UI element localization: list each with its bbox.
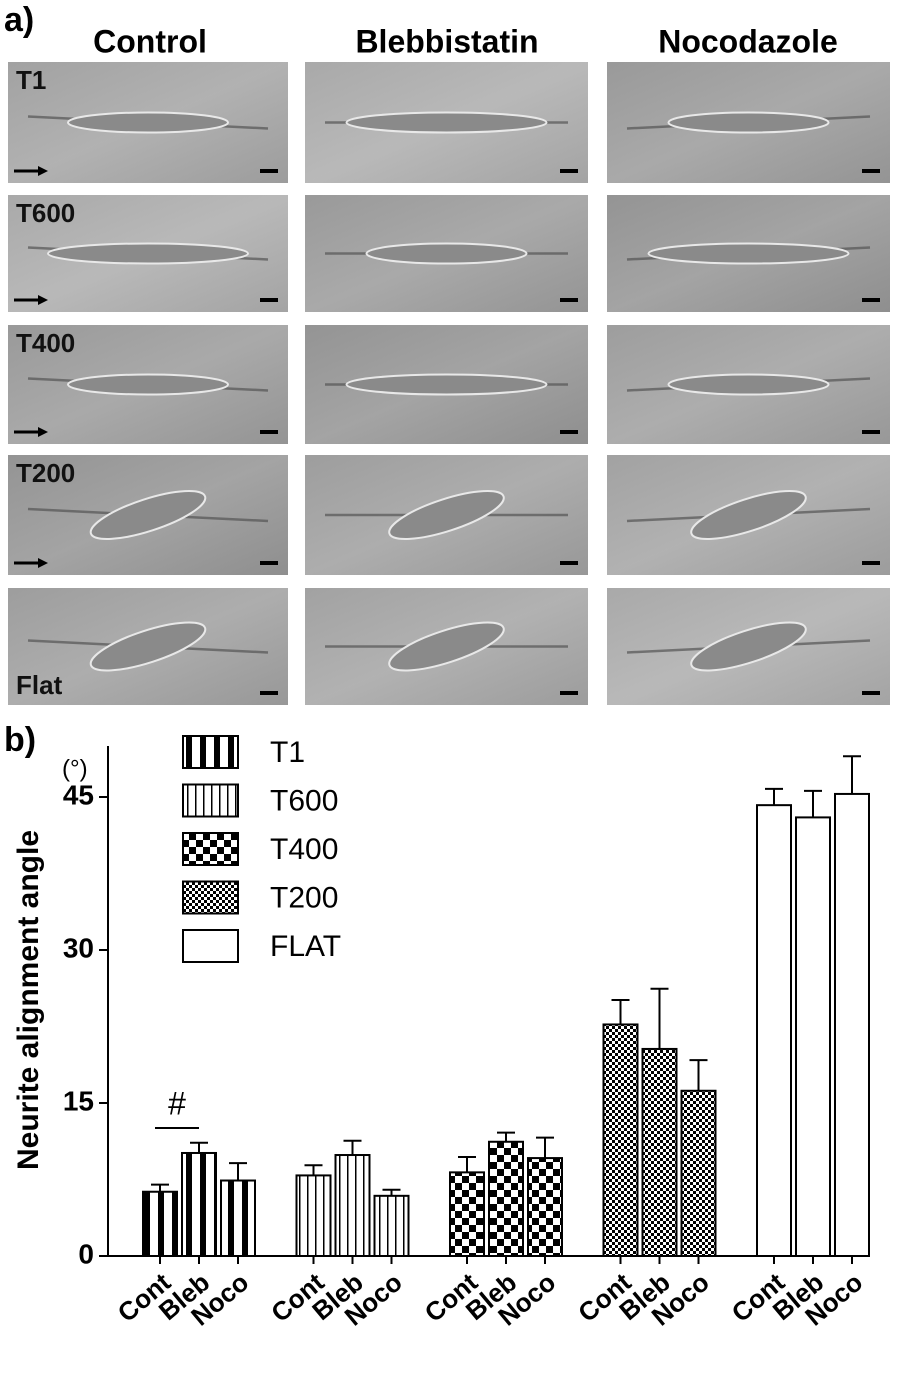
bar [834, 792, 870, 1257]
row-label: Flat [16, 670, 63, 700]
bar [220, 1179, 256, 1258]
legend-label: T1 [270, 736, 305, 769]
cell-body [47, 242, 249, 265]
cell-body [647, 242, 850, 265]
scale-bar [862, 169, 880, 173]
scale-bar [560, 430, 578, 434]
bar [449, 1171, 485, 1257]
cell-body [690, 621, 807, 672]
micrograph [8, 62, 288, 183]
cell-body [345, 373, 548, 396]
micrograph [305, 195, 588, 312]
scale-bar [862, 430, 880, 434]
micrograph [8, 588, 288, 705]
row-label: T400 [16, 328, 75, 358]
direction-arrowhead [38, 166, 48, 176]
legend-swatch [182, 832, 239, 866]
direction-arrowhead [38, 427, 48, 437]
column-header: Nocodazole [658, 23, 838, 59]
cell-body [667, 373, 830, 396]
micrograph [607, 195, 890, 312]
bar [602, 1023, 639, 1257]
cell-body [388, 490, 505, 540]
cell-body [345, 111, 548, 134]
micrograph [607, 325, 890, 444]
legend-swatch [182, 880, 239, 915]
cell-body [365, 242, 528, 265]
bar [795, 816, 831, 1258]
bar [527, 1157, 563, 1257]
bar [488, 1140, 524, 1258]
micrograph [607, 588, 890, 705]
y-axis-label: Neurite alignment angle [12, 830, 45, 1170]
scale-bar [260, 691, 278, 695]
bar [181, 1151, 217, 1257]
micrograph [305, 62, 588, 183]
cell-body [388, 621, 505, 672]
row-label: T1 [16, 65, 46, 95]
bar [641, 1047, 678, 1257]
row-label: T600 [16, 198, 75, 228]
bar [680, 1089, 717, 1258]
legend-label: FLAT [270, 930, 341, 963]
cell-body [690, 490, 807, 540]
column-header: Control [93, 23, 207, 59]
legend-swatch [182, 929, 239, 963]
panel-label: a) [4, 1, 34, 39]
scale-bar [560, 298, 578, 302]
scale-bar [560, 561, 578, 565]
scale-bar [862, 691, 880, 695]
legend-label: T600 [270, 784, 338, 817]
cell-body [667, 111, 830, 134]
bar [756, 804, 792, 1257]
micrograph [8, 455, 288, 575]
micrograph [8, 195, 288, 312]
scale-bar [260, 430, 278, 434]
column-header: Blebbistatin [355, 23, 538, 59]
micrograph [607, 455, 890, 575]
scale-bar [260, 561, 278, 565]
y-unit: (°) [62, 755, 88, 782]
y-tick-label: 15 [63, 1085, 94, 1116]
y-tick-label: 45 [63, 779, 94, 810]
legend-swatch [182, 735, 239, 769]
panel-label: b) [4, 721, 36, 759]
bar [334, 1154, 371, 1258]
cell-body [89, 621, 207, 672]
cell-body [67, 373, 229, 396]
direction-arrowhead [38, 558, 48, 568]
y-tick-label: 0 [78, 1238, 94, 1269]
micrograph [305, 325, 588, 444]
cell-body [89, 490, 207, 540]
bar [373, 1194, 410, 1257]
bar [142, 1190, 178, 1257]
scale-bar [862, 561, 880, 565]
scale-bar [560, 169, 578, 173]
annotation: # [168, 1085, 186, 1121]
row-label: T200 [16, 458, 75, 488]
y-tick-label: 30 [63, 932, 94, 963]
scale-bar [260, 169, 278, 173]
bar [295, 1174, 332, 1258]
scale-bar [260, 298, 278, 302]
micrograph [305, 455, 588, 575]
cell-body [67, 111, 229, 134]
scale-bar [862, 298, 880, 302]
micrograph [607, 62, 890, 183]
direction-arrowhead [38, 295, 48, 305]
legend-label: T400 [270, 833, 338, 866]
micrograph [8, 325, 288, 444]
legend-label: T200 [270, 881, 338, 914]
legend-swatch [182, 783, 239, 818]
micrograph [305, 588, 588, 705]
scale-bar [560, 691, 578, 695]
